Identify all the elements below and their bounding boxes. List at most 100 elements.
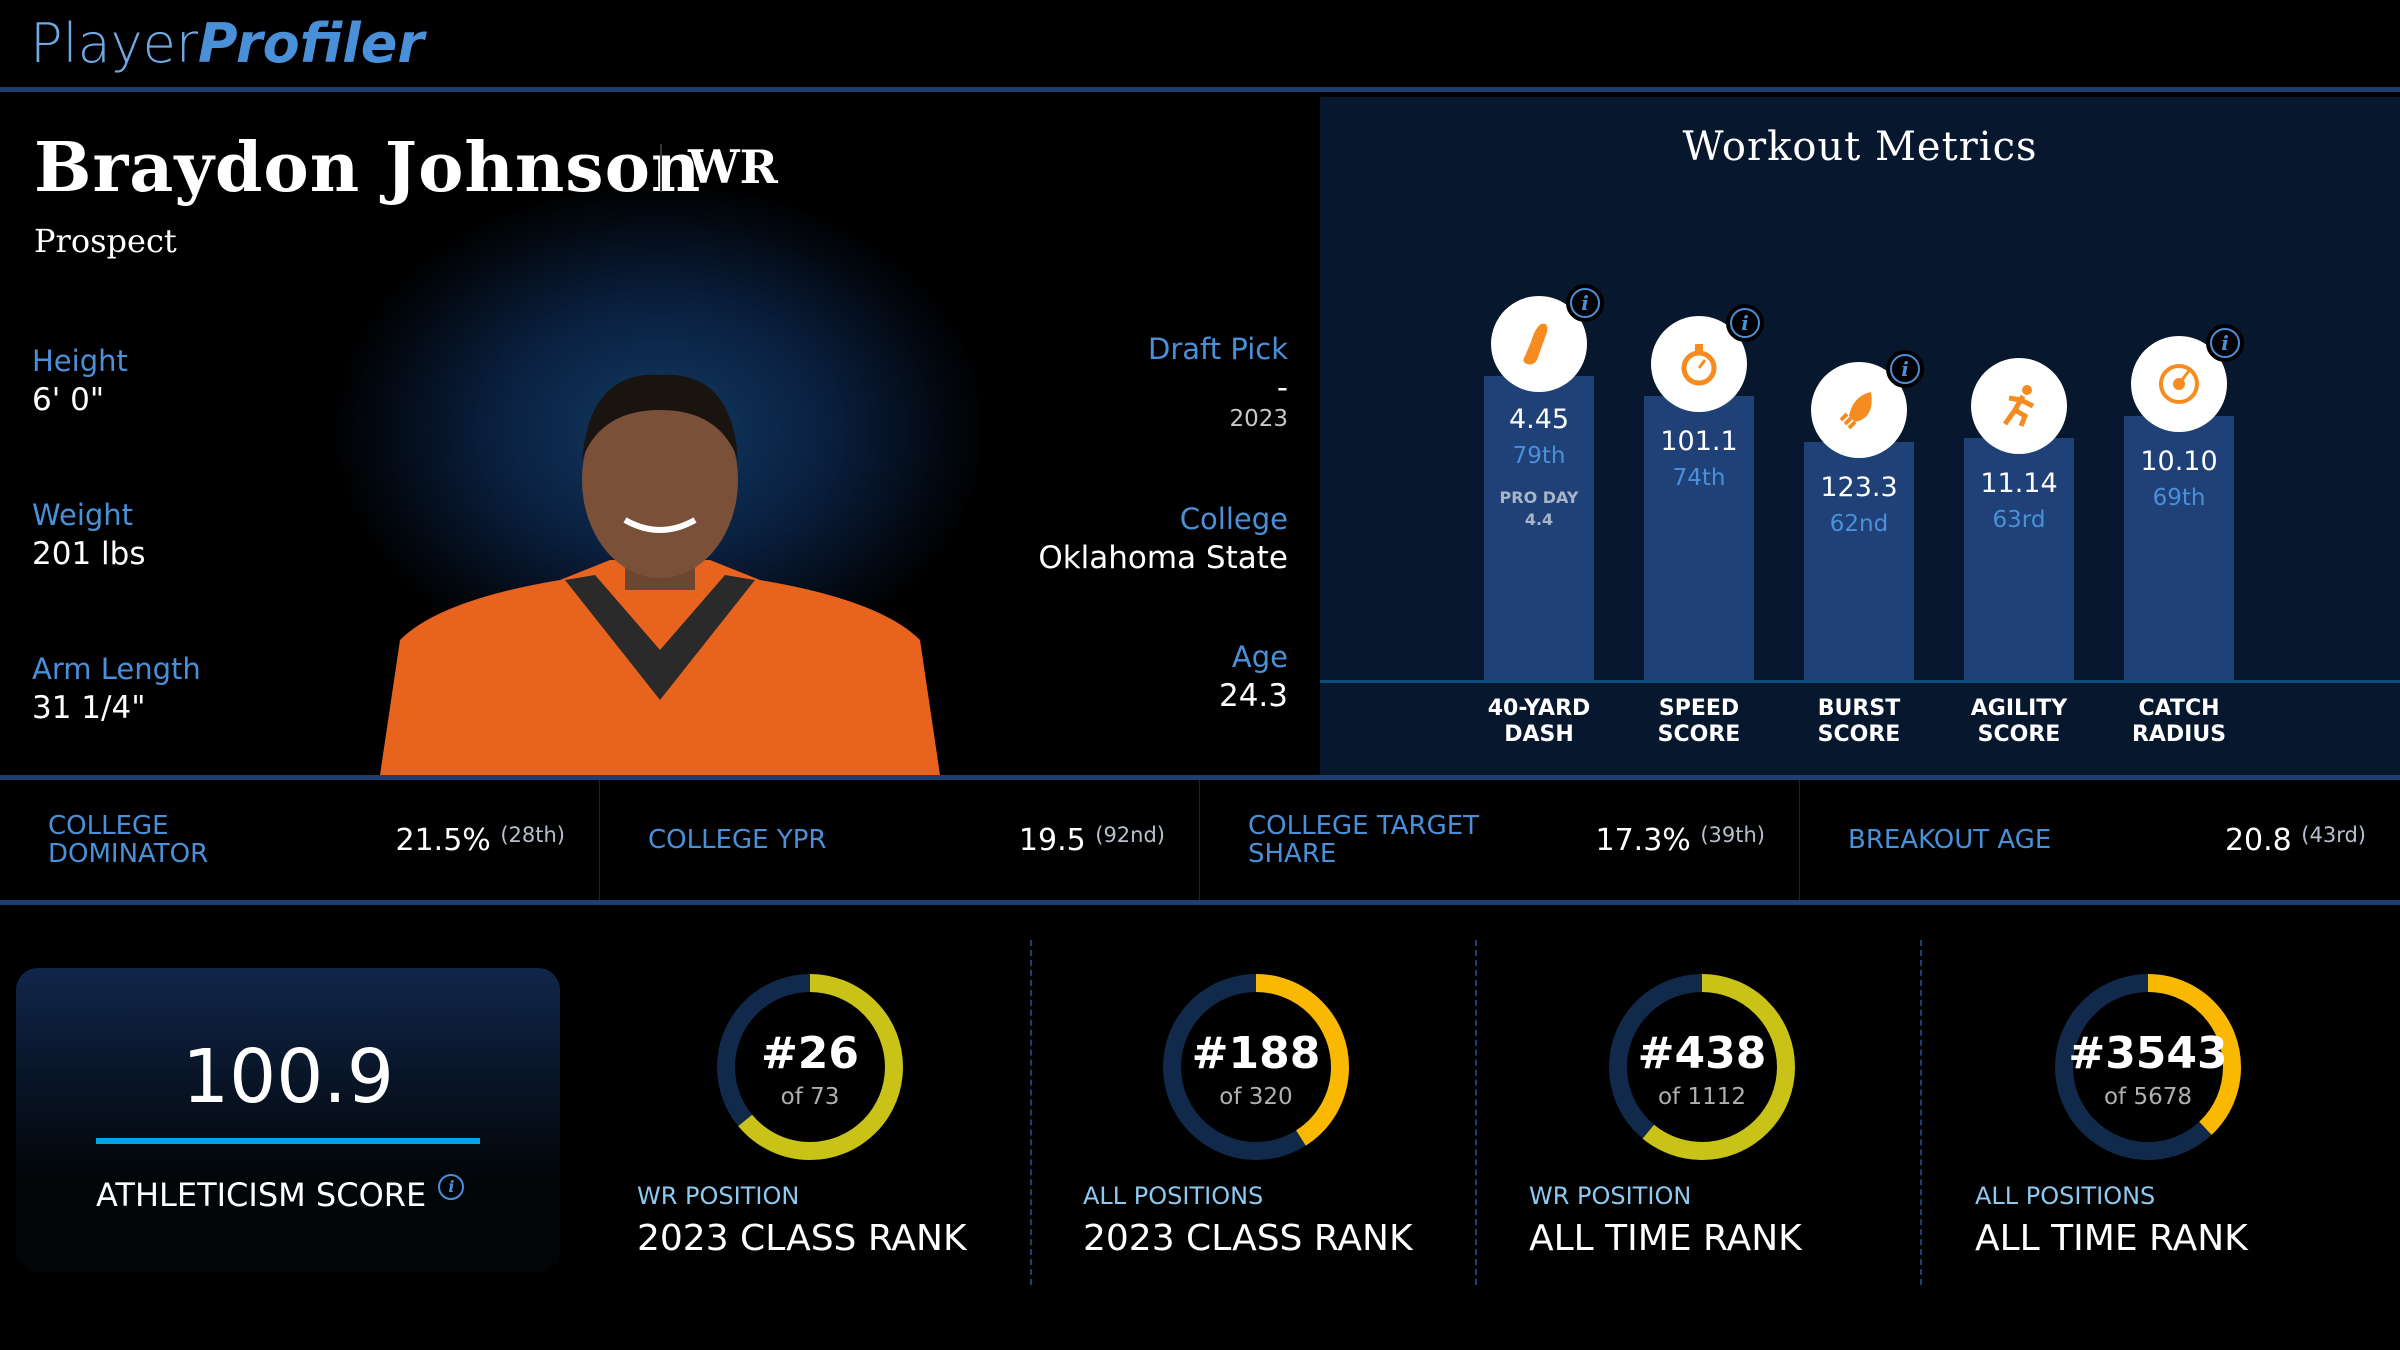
rank-title: 2023 CLASS RANK	[1083, 1218, 1413, 1259]
divider	[660, 144, 662, 192]
workout-metrics-title: Workout Metrics	[1682, 124, 2038, 170]
athleticism-score-label: ATHLETICISM SCORE i	[96, 1173, 466, 1216]
weight-label: Weight	[32, 498, 134, 532]
rank-ring: #188 of 320	[1161, 972, 1351, 1162]
metric-label-line: DASH	[1504, 722, 1574, 747]
metric-label: SPEED SCORE	[1629, 696, 1769, 748]
metric-value: 11.14	[1980, 468, 2058, 499]
metric-percentile: 74th	[1672, 465, 1726, 491]
info-icon[interactable]: i	[1886, 350, 1924, 388]
draft-year: 2023	[1229, 406, 1288, 432]
metric-percentile: 69th	[2152, 485, 2206, 511]
rank-title: ALL TIME RANK	[1529, 1218, 1802, 1259]
pro-day-value: 4.4	[1524, 510, 1554, 529]
workout-bar: 10.10 69th	[2124, 416, 2234, 680]
height-value: 6' 0"	[32, 382, 105, 418]
metric-label-line: BURST	[1817, 696, 1901, 721]
college-stats-row: COLLEGE DOMINATOR 21.5% (28th) COLLEGE YP…	[0, 775, 2400, 905]
rank-ring-chart	[717, 974, 903, 1160]
rank-title: ALL TIME RANK	[1975, 1218, 2248, 1259]
arm-length-value: 31 1/4"	[32, 690, 146, 726]
metric-label-line: SPEED	[1658, 696, 1740, 721]
rank-total: of 1112	[1657, 1084, 1746, 1110]
workout-bar: 4.45 79th PRO DAY 4.4	[1484, 376, 1594, 680]
metric-label-line: AGILITY	[1970, 696, 2068, 721]
stat-breakout-age: BREAKOUT AGE 20.8 (43rd)	[1848, 822, 2366, 858]
ring-fill	[717, 974, 903, 1160]
rank-number: #188	[1191, 1028, 1321, 1079]
college-label: College	[1179, 502, 1288, 536]
metric-label-line: CATCH	[2138, 696, 2220, 721]
metric-percentile: 63rd	[1992, 507, 2046, 533]
rank-scope: WR POSITION	[1529, 1182, 1692, 1210]
stat-college-dominator: COLLEGE DOMINATOR 21.5% (28th)	[0, 780, 600, 900]
draft-pick-label: Draft Pick	[1148, 332, 1288, 366]
metric-label: 40-YARD DASH	[1469, 696, 1609, 748]
draft-pick-value: -	[1276, 370, 1288, 406]
header: PlayerProfiler	[0, 0, 2400, 92]
rank-total: of 5678	[2103, 1084, 2192, 1110]
player-status: Prospect	[34, 222, 177, 260]
ring-fill	[2055, 974, 2241, 1160]
rank-total: of 73	[780, 1084, 840, 1110]
rank-total: of 320	[1219, 1084, 1293, 1110]
player-name: Braydon Johnson	[34, 128, 702, 208]
metric-label: CATCH RADIUS	[2109, 696, 2249, 748]
metric-label-line: RADIUS	[2131, 722, 2227, 747]
rank-ring-chart	[1163, 974, 1349, 1160]
athleticism-score-card	[16, 968, 560, 1272]
ring-fill	[1163, 974, 1349, 1160]
info-icon[interactable]: i	[1726, 304, 1764, 342]
rank-number: #26	[760, 1028, 860, 1079]
info-icon[interactable]: i	[1566, 284, 1604, 322]
divider	[1920, 940, 1922, 1285]
athleticism-score-value: 100.9	[182, 1034, 394, 1120]
info-icon[interactable]: i	[2206, 324, 2244, 362]
metric-label: AGILITY SCORE	[1949, 696, 2089, 748]
workout-bar: 11.14 63rd	[1964, 438, 2074, 680]
stat-college-ypr: COLLEGE YPR 19.5 (92nd)	[600, 780, 1200, 900]
player-photo	[380, 374, 940, 775]
workout-bar: 101.1 74th	[1644, 396, 1754, 680]
metric-label-line: SCORE	[1657, 722, 1741, 747]
workout-bar: 123.3 62nd	[1804, 442, 1914, 680]
age-label: Age	[1231, 640, 1288, 674]
divider	[1030, 940, 1032, 1285]
rank-ring-chart	[2055, 974, 2241, 1160]
metric-percentile: 62nd	[1829, 511, 1889, 537]
pro-day: PRO DAY 4.4	[1484, 487, 1594, 531]
weight-value: 201 lbs	[32, 536, 146, 572]
rank-ring: #438 of 1112	[1607, 972, 1797, 1162]
runner-icon	[1971, 358, 2067, 454]
metric-label-line: SCORE	[1817, 722, 1901, 747]
divider	[1475, 940, 1477, 1285]
metric-value: 10.10	[2140, 446, 2218, 477]
pro-day-label: PRO DAY	[1499, 488, 1579, 507]
metric-value: 4.45	[1508, 404, 1570, 435]
rank-scope: ALL POSITIONS	[1975, 1182, 2156, 1210]
metric-label: BURST SCORE	[1789, 696, 1929, 748]
rank-ring: #3543 of 5678	[2053, 972, 2243, 1162]
metric-label-line: SCORE	[1977, 722, 2061, 747]
info-icon[interactable]: i	[436, 1172, 466, 1202]
college-value: Oklahoma State	[1038, 540, 1288, 576]
athleticism-score-bar	[96, 1138, 480, 1144]
rank-ring-chart	[1609, 974, 1795, 1160]
metric-percentile: 79th	[1512, 443, 1566, 469]
logo[interactable]: PlayerProfiler	[30, 12, 424, 75]
rank-ring: #26 of 73	[715, 972, 905, 1162]
arm-length-label: Arm Length	[32, 652, 201, 686]
height-label: Height	[32, 344, 128, 378]
player-position: WR	[688, 140, 778, 194]
stat-college-target-share: COLLEGE TARGET SHARE 17.3% (39th)	[1200, 780, 1800, 900]
metric-label-line: 40-YARD	[1487, 696, 1591, 721]
metric-value: 101.1	[1660, 426, 1738, 457]
age-value: 24.3	[1218, 678, 1288, 714]
rank-number: #438	[1637, 1028, 1767, 1079]
rank-scope: ALL POSITIONS	[1083, 1182, 1264, 1210]
chart-baseline	[1320, 680, 2400, 683]
rank-scope: WR POSITION	[637, 1182, 800, 1210]
rank-title: 2023 CLASS RANK	[637, 1218, 967, 1259]
ring-fill	[1609, 974, 1795, 1160]
rank-number: #3543	[2068, 1028, 2228, 1079]
